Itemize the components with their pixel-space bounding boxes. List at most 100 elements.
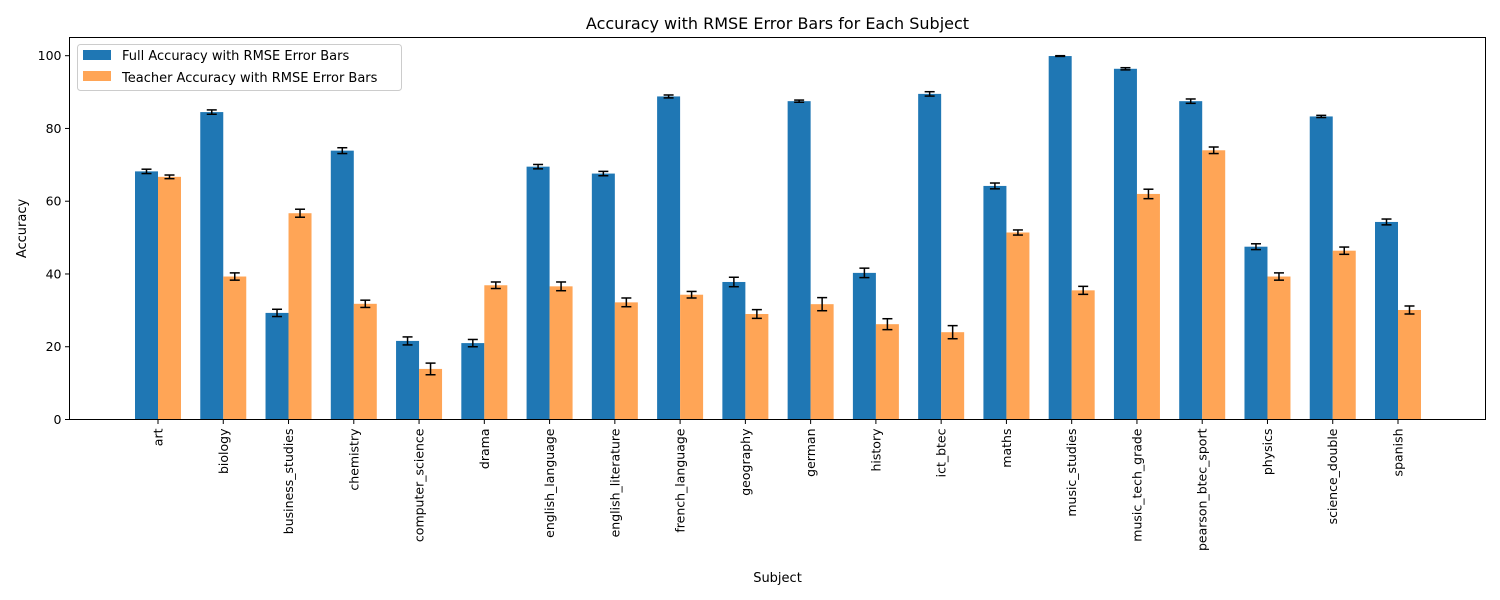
- legend-swatch-full: [83, 50, 111, 60]
- chart-title: Accuracy with RMSE Error Bars for Each S…: [586, 14, 969, 33]
- bar-teacher-ict_btec: [941, 332, 965, 420]
- error-bar-teacher-computer_science: [425, 362, 436, 376]
- x-axis: art biology business_studies chemistry compu…: [151, 419, 1406, 551]
- error-bar-full-physics: [1250, 243, 1261, 251]
- bar-full-maths: [983, 185, 1007, 420]
- error-bar-full-science_double: [1316, 114, 1327, 119]
- x-tick-label-computer_science: computer_science: [412, 428, 427, 542]
- error-bar-teacher-science_double: [1339, 246, 1350, 256]
- y-tick-label: 0: [54, 412, 62, 427]
- error-bar-teacher-pearson_btec_sport: [1208, 146, 1219, 155]
- legend-label-teacher: Teacher Accuracy with RMSE Error Bars: [121, 71, 378, 86]
- bar-full-science_double: [1309, 116, 1333, 420]
- error-bar-teacher-music_tech_grade: [1143, 188, 1154, 200]
- x-tick-label-drama: drama: [477, 429, 492, 470]
- bar-full-art: [135, 171, 158, 420]
- x-tick-label-pearson_btec_sport: pearson_btec_sport: [1195, 428, 1210, 551]
- y-tick-label: 80: [46, 121, 62, 136]
- bar-teacher-computer_science: [419, 368, 443, 420]
- error-bar-full-german: [794, 99, 805, 104]
- bar-teacher-geography: [745, 313, 769, 420]
- error-bar-teacher-ict_btec: [947, 324, 958, 340]
- error-bar-full-music_studies: [1055, 54, 1066, 58]
- bar-teacher-music_tech_grade: [1136, 193, 1160, 420]
- bar-teacher-spanish: [1398, 309, 1421, 420]
- x-tick-label-english_language: english_language: [542, 428, 557, 538]
- error-bar-full-geography: [728, 276, 739, 288]
- error-bar-full-drama: [467, 338, 478, 348]
- legend: Full Accuracy with RMSE Error Bars Teach…: [77, 44, 402, 91]
- error-bar-full-french_language: [663, 94, 674, 99]
- error-bar-teacher-spanish: [1404, 305, 1415, 315]
- error-bar-full-pearson_btec_sport: [1185, 98, 1196, 105]
- bar-teacher-chemistry: [353, 303, 377, 420]
- bar-full-spanish: [1375, 221, 1398, 420]
- error-bar-full-art: [141, 168, 152, 175]
- error-bar-full-history: [859, 267, 870, 279]
- bar-full-history: [852, 272, 876, 420]
- bar-full-computer_science: [396, 340, 420, 420]
- x-tick-label-physics: physics: [1260, 429, 1275, 476]
- y-axis-label: Accuracy: [15, 199, 30, 259]
- error-bar-full-maths: [989, 182, 1000, 190]
- y-axis: 0 20 40 60 80 100: [38, 48, 70, 427]
- x-tick-label-chemistry: chemistry: [346, 428, 361, 491]
- bar-teacher-english_literature: [614, 302, 638, 420]
- error-bar-teacher-history: [882, 317, 893, 331]
- error-bar-teacher-drama: [490, 281, 501, 290]
- x-tick-label-geography: geography: [738, 428, 753, 496]
- bar-full-ict_btec: [918, 93, 942, 420]
- error-bar-full-spanish: [1381, 218, 1392, 226]
- error-bar-teacher-geography: [751, 308, 762, 320]
- x-axis-label: Subject: [753, 571, 802, 586]
- bar-teacher-science_double: [1332, 250, 1356, 420]
- y-tick-label: 40: [46, 266, 62, 281]
- x-tick-label-biology: biology: [216, 428, 231, 474]
- bar-teacher-music_studies: [1071, 290, 1095, 420]
- error-bar-teacher-german: [817, 296, 828, 312]
- bar-teacher-german: [810, 304, 834, 420]
- error-bar-full-english_literature: [598, 170, 609, 177]
- y-tick-label: 100: [38, 48, 62, 63]
- x-tick-label-music_studies: music_studies: [1064, 429, 1079, 517]
- error-bar-teacher-english_language: [556, 281, 567, 292]
- error-bar-teacher-english_literature: [621, 297, 632, 308]
- bar-full-business_studies: [265, 312, 289, 420]
- error-bars-layer: [141, 54, 1415, 376]
- bar-full-music_studies: [1048, 56, 1072, 420]
- bar-full-french_language: [657, 96, 681, 420]
- bar-teacher-french_language: [680, 294, 704, 420]
- x-tick-label-maths: maths: [999, 429, 1014, 468]
- x-tick-label-art: art: [151, 428, 166, 446]
- x-tick-label-spanish: spanish: [1391, 429, 1406, 477]
- bar-full-drama: [461, 343, 485, 420]
- bar-full-physics: [1244, 246, 1268, 420]
- y-tick-label: 20: [46, 339, 62, 354]
- error-bar-teacher-business_studies: [295, 208, 306, 218]
- bar-full-german: [787, 101, 811, 420]
- x-tick-label-ict_btec: ict_btec: [934, 428, 949, 477]
- error-bar-teacher-biology: [229, 272, 240, 281]
- error-bar-full-music_tech_grade: [1120, 66, 1131, 71]
- bar-teacher-biology: [223, 276, 247, 420]
- bar-full-pearson_btec_sport: [1179, 101, 1203, 420]
- bar-teacher-english_language: [549, 286, 573, 420]
- y-tick-label: 60: [46, 194, 62, 209]
- error-bar-full-biology: [206, 109, 217, 116]
- error-bar-teacher-chemistry: [360, 299, 371, 309]
- error-bar-teacher-physics: [1273, 272, 1284, 281]
- error-bar-full-business_studies: [272, 308, 283, 318]
- legend-label-full: Full Accuracy with RMSE Error Bars: [122, 49, 349, 64]
- bar-full-music_tech_grade: [1113, 68, 1137, 420]
- error-bar-full-english_language: [533, 163, 544, 170]
- error-bar-teacher-french_language: [686, 290, 697, 299]
- error-bar-full-computer_science: [402, 336, 413, 346]
- x-tick-label-german: german: [803, 429, 818, 477]
- error-bar-teacher-maths: [1012, 229, 1023, 236]
- legend-frame: [77, 44, 402, 91]
- bar-teacher-pearson_btec_sport: [1202, 150, 1226, 420]
- error-bar-full-chemistry: [337, 146, 348, 155]
- bar-full-geography: [722, 281, 746, 420]
- bar-teacher-physics: [1267, 276, 1291, 420]
